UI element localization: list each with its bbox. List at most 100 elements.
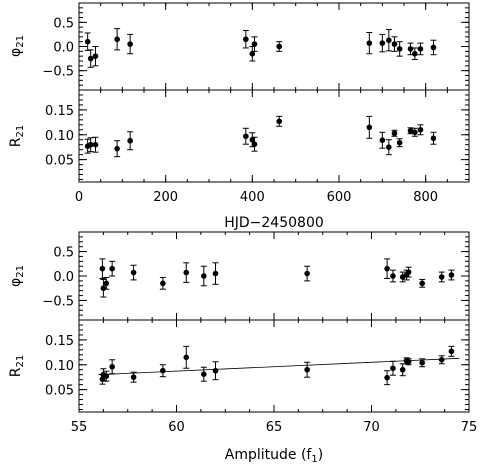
data-point [100, 285, 107, 292]
data-point [396, 46, 403, 52]
y-axis-label-r21: R21 [8, 355, 26, 377]
data-point [92, 141, 99, 148]
data-point [183, 269, 190, 276]
data-point [127, 41, 133, 47]
data-point [419, 359, 426, 366]
data-point [212, 367, 219, 374]
data-point [412, 50, 418, 57]
data-point [109, 265, 115, 272]
data-point [438, 274, 445, 280]
data-point [366, 124, 373, 131]
data-point [304, 366, 310, 373]
y-tick-label: 0.15 [45, 104, 74, 119]
data-point [390, 365, 396, 372]
data-point [396, 139, 403, 146]
data-point [249, 136, 256, 143]
x-tick-label: 65 [266, 420, 283, 435]
data-point [405, 358, 412, 365]
data-point [430, 135, 437, 142]
x-tick-label: 75 [461, 420, 478, 435]
x-tick-label: 200 [153, 190, 178, 205]
y-tick-label: 0.10 [45, 359, 74, 374]
data-point [419, 280, 426, 287]
y-tick-label: −0.5 [42, 65, 74, 80]
data-point [391, 130, 398, 137]
data-point [384, 265, 390, 272]
data-point [405, 269, 412, 275]
data-point [417, 46, 424, 52]
panel-phi21-amplitude: φ21 −0.5 0.0 0.5 [8, 231, 470, 321]
data-point [87, 55, 94, 62]
data-point [412, 129, 418, 136]
data-point [127, 137, 133, 144]
data-point [99, 265, 106, 272]
x-tick-label: 60 [168, 420, 185, 435]
data-point [249, 50, 256, 57]
data-point [390, 273, 396, 279]
data-point [384, 374, 390, 381]
data-point [183, 354, 190, 361]
data-point [448, 348, 455, 355]
data-point [103, 373, 110, 379]
panel-frame [78, 319, 470, 413]
data-point [114, 36, 120, 43]
data-point [407, 127, 414, 134]
data-point [114, 145, 120, 152]
x-axis-label-amplitude: Amplitude (f1) [225, 447, 323, 465]
data-point [92, 53, 99, 59]
panel-frame [78, 231, 470, 321]
x-tick-label: 70 [363, 420, 380, 435]
data-point [391, 41, 398, 47]
y-tick-label: 0.05 [45, 154, 74, 169]
y-tick-label: 0.5 [53, 246, 74, 261]
data-point [430, 44, 437, 51]
data-point [251, 41, 258, 47]
data-point [438, 356, 445, 363]
x-tick-label: 600 [327, 190, 352, 205]
y-axis-label-r21: R21 [8, 125, 26, 147]
data-point [386, 144, 392, 150]
data-point [201, 371, 207, 378]
panel-r21-hjd: R21 HJD−2450800 0 200 400 600 800 0.05 0.10 0.1… [8, 89, 470, 231]
data-point [160, 280, 166, 287]
x-tick-label: 0 [75, 190, 83, 205]
data-point [160, 367, 166, 374]
data-point [386, 37, 392, 44]
y-tick-label: 0.10 [45, 129, 74, 144]
data-point [379, 40, 386, 46]
data-point [243, 133, 249, 140]
y-axis-label-phi21: φ21 [8, 265, 26, 287]
y-axis-label-phi21: φ21 [8, 35, 26, 57]
data-point [399, 366, 406, 373]
data-point [304, 270, 310, 277]
data-point [417, 126, 424, 133]
panel-r21-amplitude: R21 Amplitude (f1) 55 60 65 70 75 0.05 0.10 0.1… [8, 319, 478, 465]
x-tick-label: 55 [71, 420, 88, 435]
y-tick-label: 0.0 [53, 41, 74, 56]
data-point [109, 363, 115, 370]
fit-line [98, 357, 460, 376]
data-point [276, 118, 283, 125]
data-point [201, 273, 207, 279]
data-point [251, 141, 258, 148]
data-point [243, 36, 249, 43]
y-tick-label: −0.5 [42, 294, 74, 309]
data-point [366, 40, 373, 46]
data-point [212, 270, 219, 277]
y-tick-label: 0.0 [53, 270, 74, 285]
x-tick-label: 800 [413, 190, 438, 205]
x-tick-label: 400 [240, 190, 265, 205]
data-point [448, 272, 455, 278]
panel-frame [78, 89, 470, 183]
data-point [276, 43, 283, 50]
data-point [103, 280, 110, 287]
data-point [130, 269, 137, 276]
y-tick-label: 0.05 [45, 384, 74, 399]
data-point [87, 141, 94, 148]
data-point [130, 374, 137, 380]
x-axis-label-hjd: HJD−2450800 [224, 215, 324, 231]
data-point [407, 46, 414, 52]
y-tick-label: 0.5 [53, 16, 74, 31]
data-point [379, 137, 386, 144]
